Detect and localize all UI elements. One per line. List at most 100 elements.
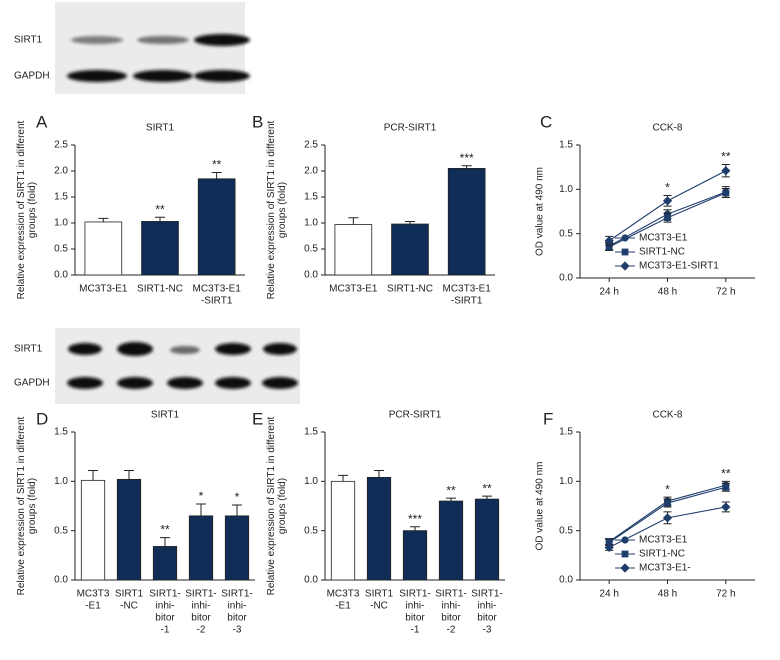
x-tick-label: bitor (155, 613, 175, 624)
error-bar (482, 495, 492, 500)
chart: E PCR-SIRT1 Relative expression of SIRT1 i… (252, 409, 505, 636)
legend-label: MC3T3-E1- (639, 563, 691, 574)
band (215, 343, 251, 355)
band (117, 377, 153, 389)
significance-label: ** (446, 483, 456, 497)
bar (84, 221, 123, 276)
chart: B PCR-SIRT1 Relative expression of SIRT1 i… (252, 112, 495, 307)
bar (438, 500, 464, 581)
significance-label: ** (721, 150, 731, 164)
bar (224, 515, 250, 581)
error-bar (88, 469, 98, 481)
error-bar (160, 537, 170, 547)
marker (604, 236, 614, 246)
x-tick-label: SIRT1-NC (137, 284, 183, 295)
error-bar (348, 217, 359, 225)
error-bar (232, 504, 242, 516)
x-tick-label: SIRT1- (149, 589, 181, 600)
band (68, 343, 102, 355)
bar (80, 479, 106, 581)
marker (662, 196, 673, 206)
y-axis-label: Relative expression of SIRT1 in differen… (16, 120, 27, 299)
band (71, 36, 123, 44)
chart-title: PCR-SIRT1 (384, 123, 437, 134)
error-bar (155, 216, 165, 222)
legend-label: MC3T3-E1 (639, 535, 688, 546)
marker (664, 499, 671, 507)
blot-label: GAPDH (14, 378, 50, 389)
y-axis-label: groups (fold) (27, 182, 38, 238)
y-axis-label: groups (fold) (277, 478, 288, 534)
western-blot: SIRT1 GAPDH (14, 2, 250, 94)
x-tick-label: SIRT1- (399, 589, 431, 600)
x-tick-label: SIRT1 (115, 589, 144, 600)
x-tick-label: MC3T3-E1 (442, 284, 491, 295)
bar (116, 478, 142, 581)
x-tick-label: SIRT1- (435, 589, 467, 600)
x-tick-label: -NC (120, 601, 138, 612)
band (167, 377, 203, 389)
x-tick-label: SIRT1- (185, 589, 217, 600)
x-tick-label: -2 (447, 625, 456, 636)
x-tick-label: bitor (227, 613, 247, 624)
marker (721, 502, 731, 512)
y-tick-label: 2.5 (54, 140, 68, 151)
legend-label: SIRT1-NC (639, 247, 685, 258)
marker (662, 513, 673, 523)
significance-label: * (235, 490, 240, 504)
panel-label: D (36, 409, 48, 428)
y-axis-label: Relative expression of SIRT1 in differen… (266, 120, 277, 299)
band (133, 70, 193, 82)
x-tick-label: 72 h (716, 589, 735, 600)
y-tick-label: 1.0 (559, 184, 573, 195)
bar (141, 221, 179, 276)
significance-label: * (665, 181, 670, 195)
marker (620, 261, 630, 271)
y-tick-label: 1.5 (559, 140, 573, 151)
error-bar (98, 217, 109, 222)
band (194, 34, 250, 46)
x-tick-label: 48 h (658, 287, 677, 298)
y-tick-label: 0.5 (54, 525, 68, 536)
x-tick-label: bitor (405, 613, 425, 624)
y-tick-label: 1.5 (304, 427, 318, 438)
marker (621, 234, 629, 242)
x-tick-label: SIRT1 (365, 589, 394, 600)
x-tick-label: MC3T3-E1 (79, 284, 128, 295)
band (263, 343, 297, 355)
x-tick-label: -3 (233, 625, 242, 636)
panel-label: C (540, 112, 552, 131)
band (170, 346, 200, 354)
chart-title: CCK-8 (652, 123, 682, 134)
chart: C CCK-8 OD value at 490 nm 0.0 0.5 1.0 1.5 24 h… (535, 112, 755, 298)
chart: A SIRT1 Relative expression of SIRT1 in di… (16, 112, 245, 307)
y-tick-label: 0.5 (304, 244, 318, 255)
blot-label: SIRT1 (14, 35, 43, 46)
error-bar (338, 474, 348, 482)
y-axis-label: Relative expression of SIRT1 in differen… (266, 416, 277, 595)
panel-label: F (543, 409, 553, 428)
x-tick-label: -E1 (335, 601, 351, 612)
chart-title: CCK-8 (652, 410, 682, 421)
y-tick-label: 2.5 (304, 140, 318, 151)
panel-label: B (252, 112, 263, 131)
band (262, 377, 298, 389)
band (117, 342, 153, 356)
y-tick-label: 2.0 (54, 166, 68, 177)
western-blot: SIRT1 GAPDH (14, 328, 300, 404)
error-bar (410, 526, 420, 531)
marker (621, 248, 629, 256)
panel-label: A (36, 112, 48, 131)
marker (621, 536, 629, 544)
x-tick-label: -1 (161, 625, 170, 636)
x-tick-label: -SIRT1 (451, 296, 483, 307)
y-axis-label: OD value at 490 nm (535, 462, 546, 551)
significance-label: *** (460, 151, 474, 165)
x-tick-label: bitor (477, 613, 497, 624)
x-tick-label: -NC (370, 601, 388, 612)
x-tick-label: inhi- (156, 601, 175, 612)
bar (334, 224, 373, 276)
y-tick-label: 0.5 (559, 228, 573, 239)
marker (721, 166, 731, 176)
bar (366, 476, 392, 581)
